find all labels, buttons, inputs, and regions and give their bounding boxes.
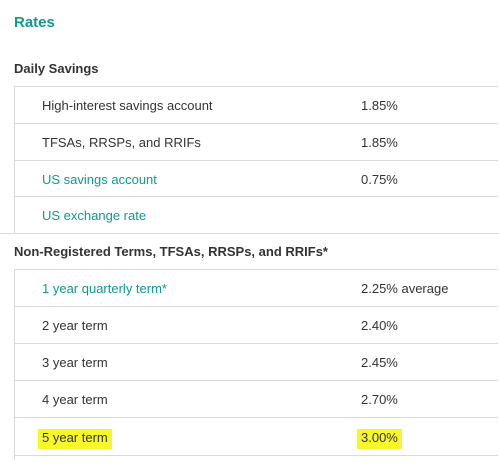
row-divider bbox=[14, 196, 498, 197]
row-label: High-interest savings account bbox=[42, 98, 213, 113]
table-row-tfsas-rrsps-rrifs: TFSAs, RRSPs, and RRIFs 1.85% bbox=[14, 124, 498, 161]
section-header-terms: Non-Registered Terms, TFSAs, RRSPs, and … bbox=[14, 244, 328, 259]
row-divider bbox=[14, 160, 498, 161]
row-value: 2.70% bbox=[361, 392, 398, 407]
row-divider bbox=[14, 123, 498, 124]
row-divider bbox=[14, 343, 498, 344]
table-row-2-year-term: 2 year term 2.40% bbox=[14, 307, 498, 344]
table-row-high-interest-savings: High-interest savings account 1.85% bbox=[14, 87, 498, 124]
section-left-border bbox=[14, 270, 15, 460]
row-label: 2 year term bbox=[42, 318, 108, 333]
1-year-quarterly-term-link[interactable]: 1 year quarterly term* bbox=[42, 281, 167, 296]
us-savings-account-link[interactable]: US savings account bbox=[42, 172, 157, 187]
row-value: 1.85% bbox=[361, 98, 398, 113]
section-header-daily-savings: Daily Savings bbox=[14, 61, 99, 76]
table-row-3-year-term: 3 year term 2.45% bbox=[14, 344, 498, 381]
table-row-5-year-term: 5 year term 3.00% bbox=[14, 418, 498, 455]
us-exchange-rate-link[interactable]: US exchange rate bbox=[42, 208, 147, 223]
page-title: Rates bbox=[14, 14, 55, 31]
row-value: 1.85% bbox=[361, 135, 398, 150]
table-row-us-exchange-rate: US exchange rate bbox=[14, 197, 498, 234]
row-value: 2.40% bbox=[361, 318, 398, 333]
row-label: 4 year term bbox=[42, 392, 108, 407]
row-value: 2.25% average bbox=[361, 281, 449, 296]
row-label: TFSAs, RRSPs, and RRIFs bbox=[42, 135, 201, 150]
row-divider bbox=[14, 417, 498, 418]
row-divider bbox=[14, 380, 498, 381]
row-label-highlighted: 5 year term bbox=[38, 429, 112, 449]
row-value-highlighted: 3.00% bbox=[357, 429, 402, 449]
table-row-us-savings-account: US savings account 0.75% bbox=[14, 161, 498, 198]
table-row-4-year-term: 4 year term 2.70% bbox=[14, 381, 498, 418]
row-value: 0.75% bbox=[361, 172, 398, 187]
section-divider bbox=[14, 269, 498, 270]
row-label: 3 year term bbox=[42, 355, 108, 370]
section-divider bbox=[14, 86, 498, 87]
table-row-1-year-quarterly-term: 1 year quarterly term* 2.25% average bbox=[14, 270, 498, 307]
row-value: 2.45% bbox=[361, 355, 398, 370]
row-divider bbox=[14, 306, 498, 307]
row-divider bbox=[14, 455, 498, 456]
section-divider bbox=[0, 233, 499, 234]
